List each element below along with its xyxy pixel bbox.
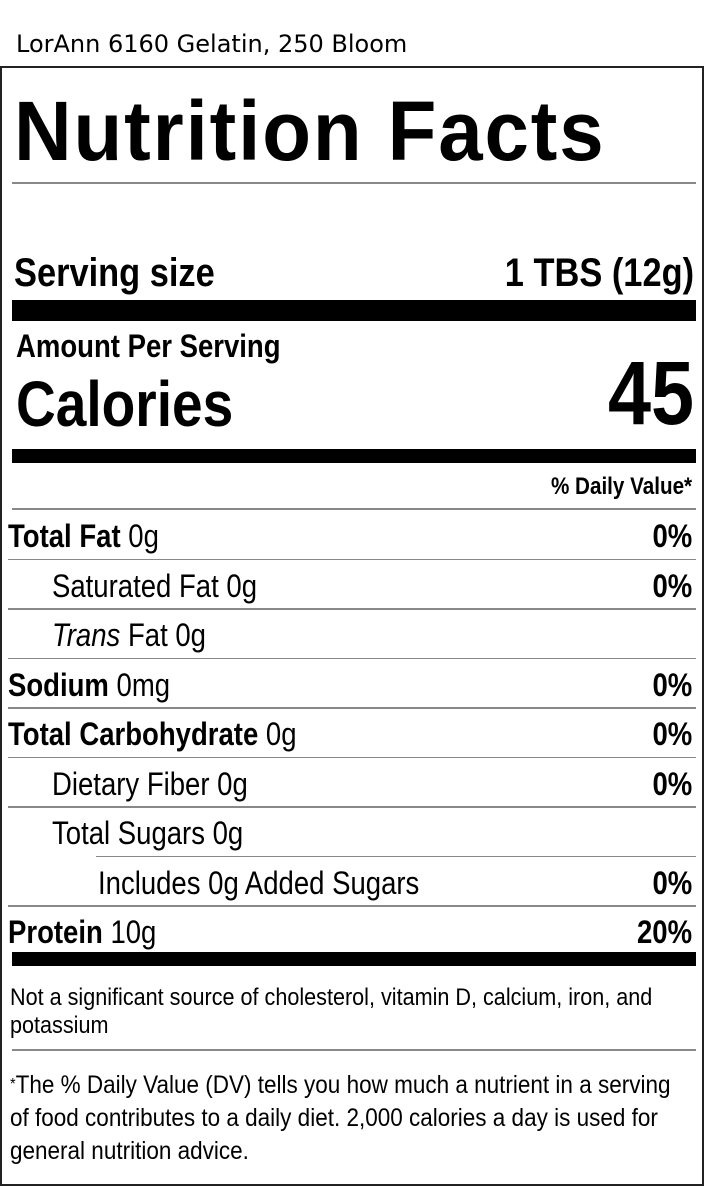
daily-value-percent: 0% <box>652 716 692 752</box>
footnote-marker: * <box>10 1076 16 1093</box>
nutrient-row: Total Carbohydrate 0g 0% <box>8 708 696 758</box>
nutrient-label: Total Fat 0g <box>8 518 183 554</box>
nutrient-name: Protein <box>8 914 103 950</box>
row-divider <box>8 657 696 659</box>
divider <box>12 508 696 510</box>
calories-label: Calories <box>16 368 234 440</box>
nutrient-name: Total Carbohydrate <box>8 716 259 752</box>
nutrient-name: Total Fat <box>8 518 121 554</box>
row-divider <box>8 608 696 610</box>
daily-value-percent: 0% <box>652 567 692 604</box>
nutrient-row: Trans Fat 0g <box>8 609 696 659</box>
nutrient-amount: 0g <box>265 716 297 752</box>
nutrient-name: Includes 0g Added Sugars <box>98 864 420 901</box>
nutrient-label: Total Sugars 0g <box>52 815 274 851</box>
nutrient-amount: 0g <box>128 518 159 554</box>
nutrient-label: Includes 0g Added Sugars <box>98 865 472 901</box>
nutrient-name-suffix: Fat <box>127 617 168 653</box>
daily-value-percent: 0% <box>652 765 692 802</box>
serving-size-label: Serving size <box>14 251 215 295</box>
nutrient-row: Total Sugars 0g <box>8 807 696 857</box>
nutrient-name: Sodium <box>8 666 109 703</box>
nutrient-amount: 0g <box>226 567 258 604</box>
divider <box>12 1049 696 1051</box>
nutrient-label: Dietary Fiber 0g <box>52 766 280 802</box>
divider <box>12 182 696 184</box>
serving-size-value: 1 TBS (12g) <box>504 251 694 295</box>
nutrient-row: Dietary Fiber 0g 0% <box>8 758 696 808</box>
footnote-text: The % Daily Value (DV) tells you how muc… <box>10 1071 671 1165</box>
daily-value-percent: 0% <box>652 518 692 554</box>
nutrient-row: Saturated Fat 0g 0% <box>8 560 696 610</box>
nutrient-row: Protein 10g 20% <box>8 906 696 956</box>
row-divider <box>8 756 696 758</box>
daily-value-footnote: *The % Daily Value (DV) tells you how mu… <box>10 1068 690 1168</box>
nutrient-label: Protein 10g <box>8 914 181 950</box>
nutrient-name: Saturated Fat <box>52 567 219 604</box>
nutrition-facts-label: Nutrition Facts Serving size 1 TBS (12g)… <box>0 66 704 1186</box>
thick-divider <box>12 300 696 321</box>
daily-value-header: % Daily Value* <box>550 473 692 500</box>
nutrient-amount: 10g <box>110 914 157 950</box>
nutrient-amount: 0g <box>217 765 248 802</box>
nutrient-label: Trans Fat 0g <box>52 617 231 653</box>
nutrient-name: Trans <box>52 617 121 653</box>
nutrient-row: Total Fat 0g 0% <box>8 510 696 560</box>
nutrient-label: Sodium 0mg <box>8 667 196 703</box>
calories-value: 45 <box>607 344 694 444</box>
not-significant-note: Not a significant source of cholesterol,… <box>10 984 653 1039</box>
nutrient-row: Includes 0g Added Sugars 0% <box>8 857 696 907</box>
nutrient-amount: 0g <box>212 815 244 851</box>
amount-per-serving: Amount Per Serving <box>16 328 281 364</box>
thick-divider <box>12 952 696 966</box>
row-divider <box>96 855 696 857</box>
nutrient-row: Sodium 0mg 0% <box>8 659 696 709</box>
nutrient-name: Dietary Fiber <box>52 765 210 802</box>
row-divider <box>8 707 696 709</box>
daily-value-percent: 20% <box>636 914 692 950</box>
product-title: LorAnn 6160 Gelatin, 250 Bloom <box>16 30 408 58</box>
row-divider <box>8 905 696 907</box>
thick-divider <box>12 449 696 463</box>
nutrient-name: Total Sugars <box>52 815 205 851</box>
nutrient-amount: 0g <box>175 617 206 653</box>
row-divider <box>8 806 696 808</box>
nutrient-amount: 0mg <box>116 666 171 703</box>
nutrient-label: Total Carbohydrate 0g <box>8 716 343 752</box>
row-divider <box>8 558 696 560</box>
nutrient-label: Saturated Fat 0g <box>52 568 290 604</box>
daily-value-percent: 0% <box>652 864 692 901</box>
label-heading: Nutrition Facts <box>14 84 606 178</box>
daily-value-percent: 0% <box>652 666 692 703</box>
